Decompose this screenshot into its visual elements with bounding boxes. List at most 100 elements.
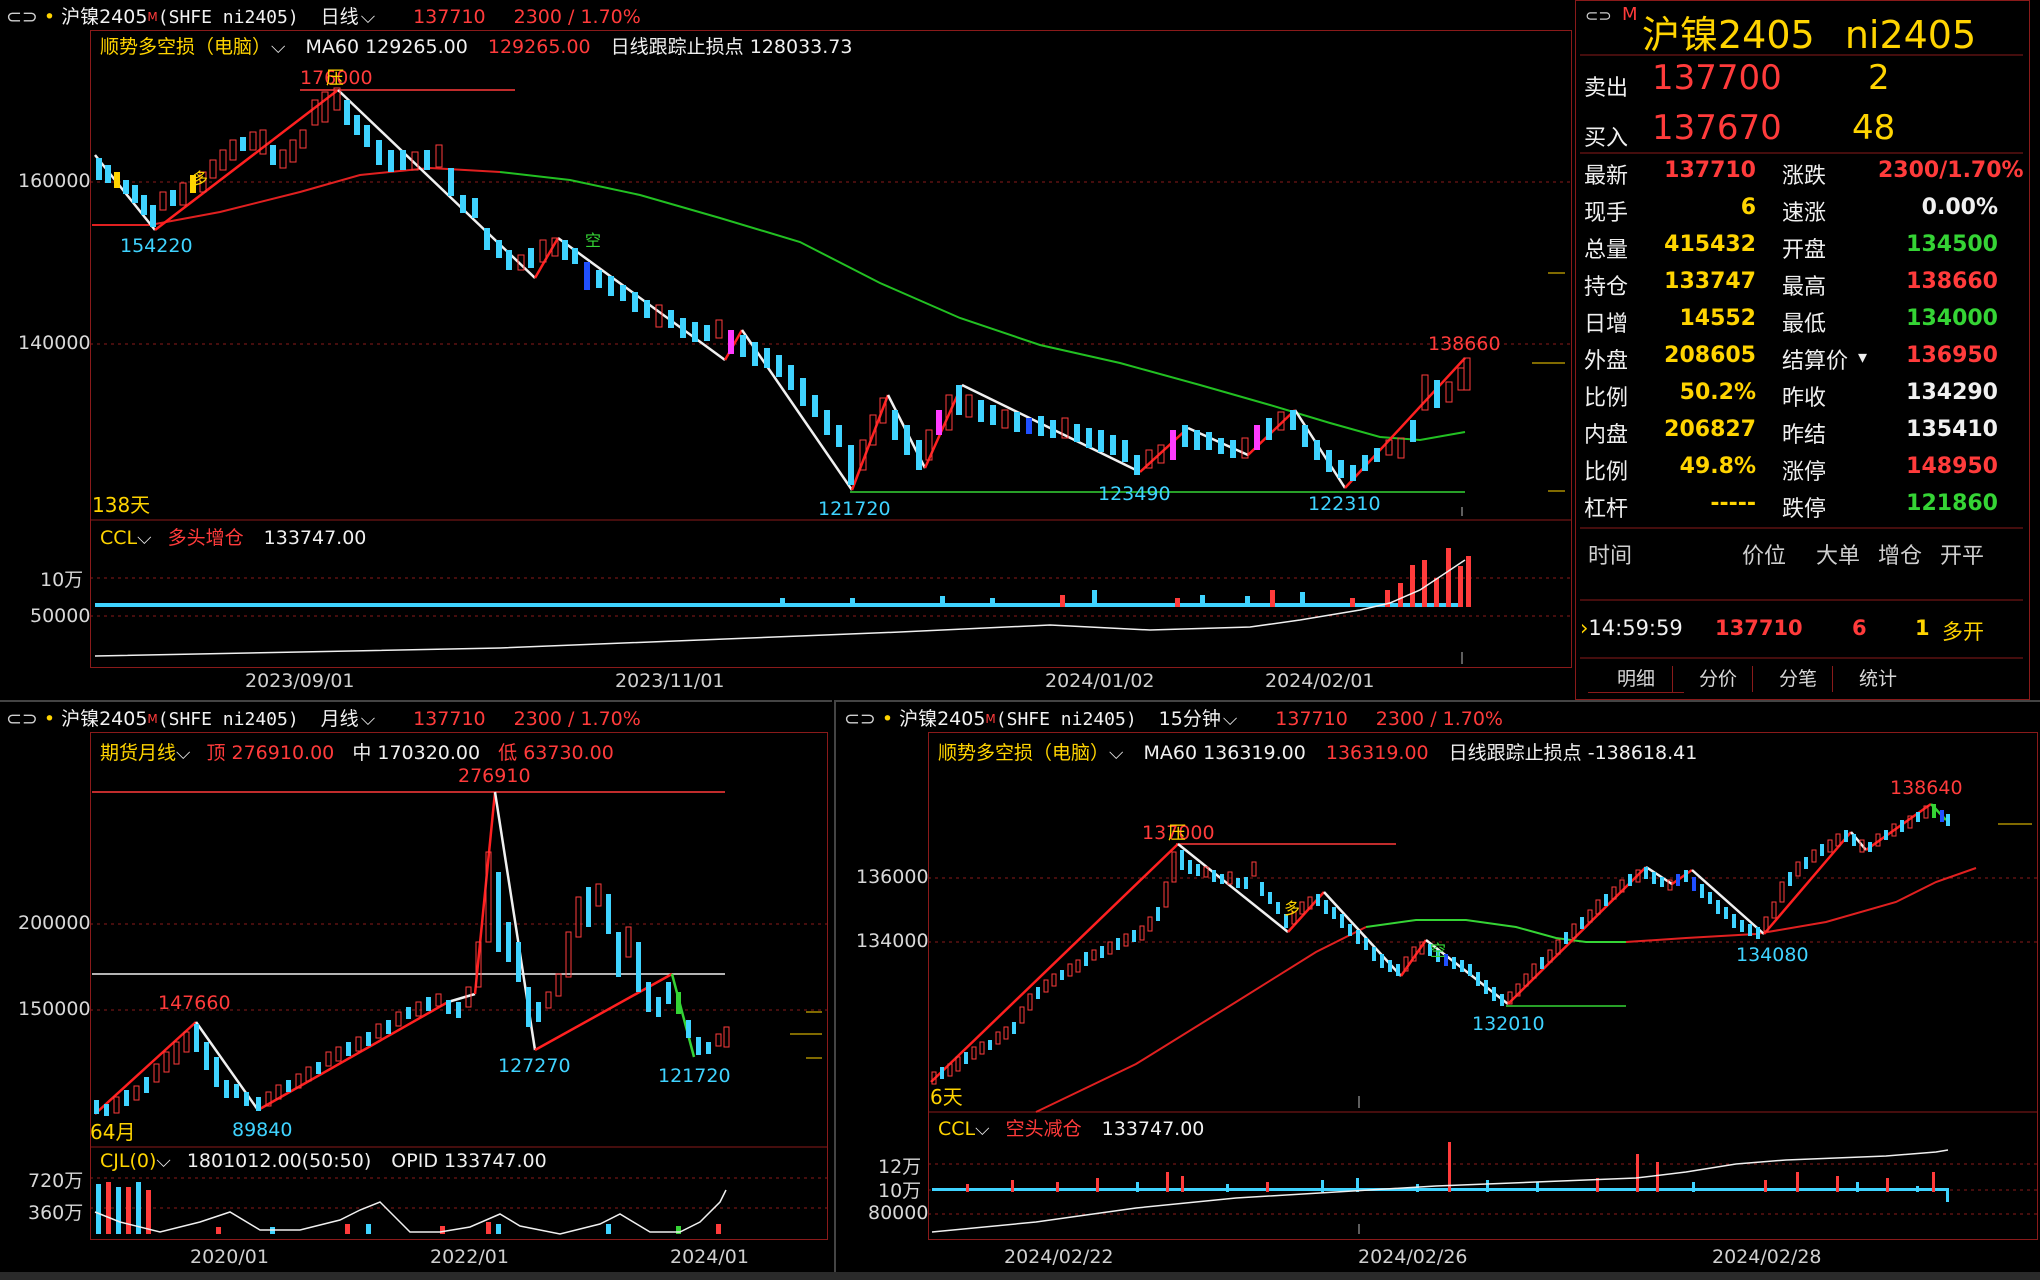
peak-label: 276910	[458, 765, 531, 787]
ask-label: 卖出	[1584, 76, 1629, 101]
chevron-down-icon[interactable]: ⌵	[360, 6, 376, 28]
min15-chart-panel[interactable]: ⊂⊃ • 沪镍2405M(SHFE ni2405) 15分钟 ⌵ 137710 2300 /…	[834, 700, 2040, 1274]
quote-row-value: 49.8%	[1679, 454, 1756, 479]
quote-row-label: 昨结	[1782, 423, 1827, 448]
monthly-sub-indicator: CJL(0)⌵ 1801012.00(50:50) OPID 133747.00	[100, 1150, 547, 1172]
quote-row-label: 开盘	[1782, 238, 1827, 263]
last-high-label: 138640	[1890, 777, 1963, 799]
min15-price-chart[interactable]: 137000 压 132010 134080 138640 6天 多 空	[836, 702, 2040, 1274]
tick-header: 时间 价位 大单 增仓 开平	[1588, 544, 1985, 569]
ask-vol: 2	[1868, 58, 1890, 98]
chevron-down-icon[interactable]: ⌵	[1222, 708, 1238, 730]
quote-row-label: 涨跌	[1782, 164, 1827, 189]
tab-detail[interactable]: 明细	[1588, 666, 1684, 693]
low-label-2: 121720	[818, 498, 891, 520]
monthly-chart-panel[interactable]: ⊂⊃ • 沪镍2405M(SHFE ni2405) 月线 ⌵ 137710 2300 / 1…	[0, 700, 832, 1274]
min15-chart-title: ⊂⊃ • 沪镍2405M(SHFE ni2405) 15分钟 ⌵ 137710 2300 /…	[844, 708, 1503, 730]
ccl-line	[94, 559, 1466, 657]
x-tick: 2023/09/01	[245, 670, 355, 692]
quote-row-label: 最高	[1782, 275, 1827, 300]
y-tick: 200000	[18, 912, 91, 934]
quote-row-value: 415432	[1664, 232, 1756, 257]
quote-panel	[1575, 0, 2040, 700]
quote-row-label: 杠杆	[1584, 497, 1629, 522]
daily-indicator-line: 顺势多空损（电脑）⌵ MA60 129265.00 129265.00 日线跟踪…	[100, 36, 853, 58]
high-label: 137000	[1142, 822, 1215, 844]
quote-row-value: 134000	[1906, 306, 1998, 331]
chevron-down-icon[interactable]: ⌵	[975, 1118, 990, 1140]
quote-row-value: 138660	[1906, 269, 1998, 294]
low-label-1: 132010	[1472, 1013, 1545, 1035]
press-label: 压	[326, 68, 344, 89]
tab-trades[interactable]: 分笔	[1752, 666, 1843, 692]
daily-chart-title: ⊂⊃ • 沪镍2405M(SHFE ni2405) 日线 ⌵ 137710 2300 / 1…	[6, 6, 641, 28]
dot-icon: •	[881, 708, 894, 730]
quote-row-value: 50.2%	[1679, 380, 1756, 405]
quote-row-label: 比例	[1584, 460, 1629, 485]
x-tick: 2024/02/22	[1004, 1246, 1114, 1268]
daily-candles	[96, 87, 1471, 485]
monthly-price-chart[interactable]: 276910 147660 89840 127270 121720 64月	[0, 702, 832, 1274]
period-selector[interactable]: 15分钟	[1158, 708, 1221, 730]
y-tick: 150000	[18, 998, 91, 1020]
dot-icon: •	[43, 6, 56, 28]
quote-row-value: 6	[1740, 195, 1756, 220]
daily-chart-panel[interactable]: ⊂⊃ • 沪镍2405M(SHFE ni2405) 日线 ⌵ 137710 2300 / 1…	[0, 0, 1575, 700]
chevron-down-icon[interactable]: ⌵	[360, 708, 376, 730]
chevron-down-icon[interactable]: ⌵	[176, 742, 191, 764]
x-tick: 2020/01	[190, 1246, 269, 1268]
tab-stats[interactable]: 统计	[1832, 666, 1923, 692]
monthly-indicator-line: 期货月线⌵ 顶 276910.00 中 170320.00 低 63730.00	[100, 742, 614, 764]
low-label-2: 134080	[1736, 944, 1809, 966]
low-label-4: 122310	[1308, 493, 1381, 515]
quote-row-value: 133747	[1664, 269, 1756, 294]
link-icon[interactable]: ⊂⊃	[6, 708, 38, 730]
quote-row-label: 外盘	[1584, 349, 1629, 374]
link-icon[interactable]: ⊂⊃	[6, 6, 38, 28]
quote-row-value: 0.00%	[1921, 195, 1998, 220]
chevron-down-icon[interactable]: ⌵	[137, 527, 152, 549]
ask-price: 137700	[1652, 58, 1782, 98]
quote-frame	[1575, 0, 2030, 700]
press-label: 压	[1168, 823, 1186, 844]
months-label: 64月	[90, 1120, 135, 1144]
quote-row-label: 现手	[1584, 201, 1629, 226]
tab-price[interactable]: 分价	[1672, 666, 1763, 692]
tick-row[interactable]: ›14:59:59 137710 6 1 多开	[1580, 616, 1984, 644]
kong-marker: 空	[1430, 941, 1446, 960]
x-tick: 2024/02/28	[1712, 1246, 1822, 1268]
kong-marker: 空	[585, 231, 601, 250]
chevron-down-icon[interactable]: ⌵	[156, 1150, 171, 1172]
chevron-down-icon[interactable]: ⌵	[1109, 742, 1124, 764]
last-high-label: 138660	[1428, 333, 1501, 355]
link-icon[interactable]: ⊂⊃	[844, 708, 876, 730]
low-label-3: 121720	[658, 1065, 731, 1087]
x-tick: 2024/02/26	[1358, 1246, 1468, 1268]
low-label-2: 127270	[498, 1055, 571, 1077]
sub-indicator-line: CCL⌵ 多头增仓 133747.00	[100, 527, 367, 549]
days-label: 6天	[930, 1085, 963, 1109]
chevron-down-icon[interactable]: ▾	[1858, 347, 1868, 368]
min15-indicator-line: 顺势多空损（电脑）⌵ MA60 136319.00 136319.00 日线跟踪…	[938, 742, 1698, 764]
dot-icon: •	[43, 708, 56, 730]
quote-sup: M	[1622, 4, 1638, 25]
low-label-1: 89840	[232, 1119, 292, 1141]
daily-price-chart[interactable]: 176000 压 154220 121720 123490 122310 138…	[0, 0, 1575, 700]
quote-row-label: 内盘	[1584, 423, 1629, 448]
quote-title: 沪镍2405 ni2405	[1642, 13, 1977, 57]
quote-row-value: 134290	[1906, 380, 1998, 405]
period-selector[interactable]: 日线	[320, 6, 359, 28]
indicator-name[interactable]: 顺势多空损（电脑）	[100, 36, 272, 58]
sub-y-tick: 10万	[40, 569, 84, 591]
min15-volume-bars	[932, 1142, 1949, 1202]
period-selector[interactable]: 月线	[320, 708, 359, 730]
chevron-down-icon[interactable]: ⌵	[271, 36, 286, 58]
low-label-1: 154220	[120, 235, 193, 257]
quote-grid	[1580, 54, 2023, 659]
duo-marker: 多	[1284, 899, 1300, 918]
x-tick: 2023/11/01	[615, 670, 725, 692]
link-icon[interactable]: ⊂⊃	[1585, 6, 1612, 25]
quote-row-label: 最新	[1584, 164, 1629, 189]
daily-volume-bars	[95, 548, 1471, 607]
quote-row-label: 日增	[1584, 312, 1629, 337]
